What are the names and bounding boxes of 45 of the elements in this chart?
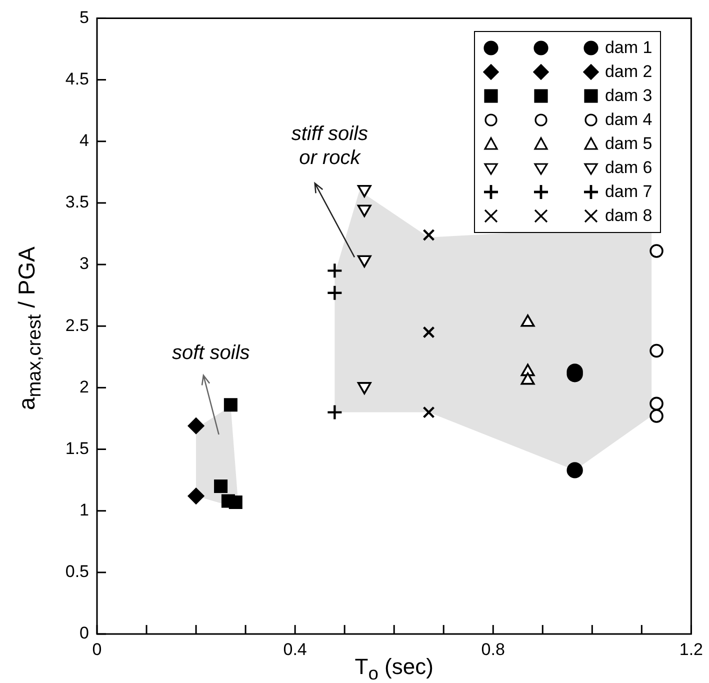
point — [566, 462, 583, 478]
y-tick-label: 1 — [80, 500, 89, 520]
y-tick-label: 2 — [80, 377, 89, 396]
x-tick-label: 1.2 — [679, 640, 704, 659]
x-axis-title: T$_{o}$ (sec) — [354, 654, 434, 683]
y-tick-label: 2.5 — [65, 316, 89, 335]
x-tick-label: 0.8 — [481, 640, 505, 659]
legend-label: dam 3 — [604, 86, 652, 106]
point — [224, 398, 238, 412]
x-tick-label: 0.4 — [283, 640, 307, 659]
point — [357, 184, 372, 198]
point — [326, 262, 343, 279]
x-tick-label: 0 — [92, 640, 102, 659]
y-tick-label: 4.5 — [65, 69, 89, 88]
legend-label: dam 8 — [604, 206, 652, 226]
y-tick-label: 3.5 — [65, 192, 89, 212]
point — [650, 244, 664, 258]
annotation: soft soils — [170, 341, 251, 366]
legend-label: dam 2 — [604, 62, 652, 82]
legend-label: dam 7 — [604, 182, 652, 202]
point — [228, 495, 242, 509]
y-tick-label: 4 — [80, 131, 89, 150]
point — [650, 396, 664, 411]
y-tick-label: 5 — [80, 8, 89, 27]
y-tick-label: 1.5 — [65, 438, 89, 458]
legend-label: dam 6 — [604, 158, 652, 178]
y-tick-label: 3 — [80, 254, 89, 274]
y-tick-label: 0 — [80, 624, 89, 643]
point — [650, 344, 664, 358]
point — [422, 228, 435, 242]
point — [650, 409, 664, 423]
point — [357, 255, 372, 268]
legend-label: dam 4 — [604, 110, 652, 130]
y-tick-label: 0.5 — [65, 562, 89, 582]
annotation: stiff soils or rock — [290, 122, 370, 170]
point — [357, 204, 372, 217]
point — [326, 404, 343, 420]
point — [188, 418, 204, 434]
point — [422, 326, 435, 338]
legend-label: dam 1 — [604, 38, 652, 58]
point — [326, 284, 343, 301]
legend-label: dam 5 — [604, 134, 652, 154]
point — [188, 488, 204, 504]
point — [422, 406, 435, 418]
point — [214, 479, 228, 493]
